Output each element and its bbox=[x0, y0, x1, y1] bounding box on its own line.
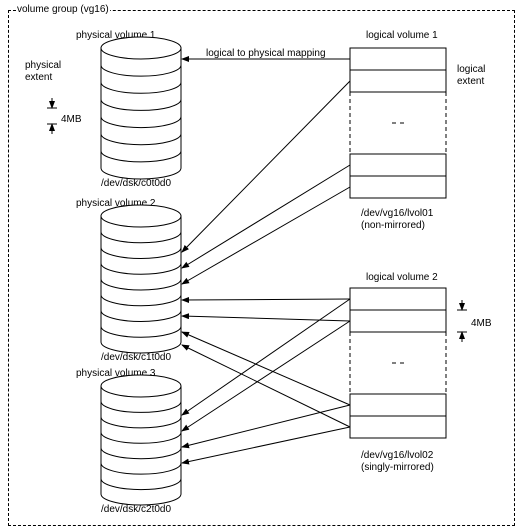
diagram-svg bbox=[0, 0, 521, 532]
diagram-canvas: volume group (vg16) physical extent logi… bbox=[0, 0, 521, 532]
